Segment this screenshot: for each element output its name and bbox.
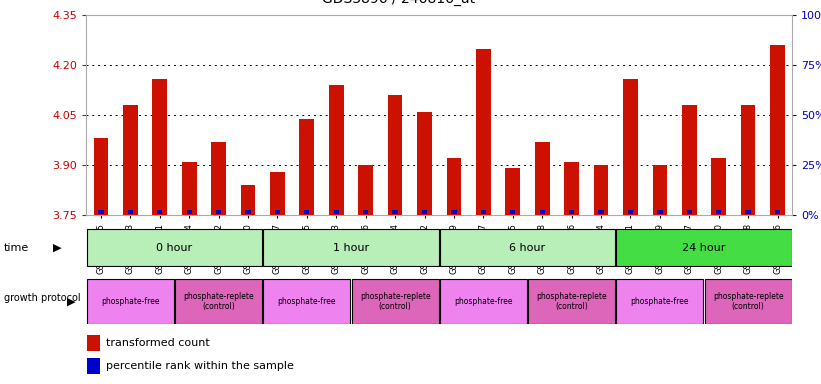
Bar xyxy=(128,210,133,214)
Bar xyxy=(392,210,397,214)
Bar xyxy=(216,210,221,214)
Bar xyxy=(153,79,167,215)
Bar xyxy=(440,229,615,266)
Bar xyxy=(686,210,692,214)
Bar xyxy=(123,105,138,215)
Bar xyxy=(452,210,456,214)
Bar xyxy=(245,210,250,214)
Text: phosphate-free: phosphate-free xyxy=(631,297,689,306)
Bar xyxy=(264,279,351,324)
Bar xyxy=(623,79,638,215)
Text: phosphate-replete
(control): phosphate-replete (control) xyxy=(536,292,607,311)
Bar xyxy=(741,105,755,215)
Bar xyxy=(270,172,285,215)
Text: ▶: ▶ xyxy=(67,296,76,306)
Bar xyxy=(186,210,192,214)
Bar xyxy=(264,229,438,266)
Bar xyxy=(704,279,791,324)
Bar xyxy=(351,279,438,324)
Bar xyxy=(617,229,791,266)
Bar xyxy=(534,142,549,215)
Bar xyxy=(716,210,722,214)
Text: phosphate-replete
(control): phosphate-replete (control) xyxy=(360,292,430,311)
Bar xyxy=(564,162,579,215)
Bar xyxy=(599,210,603,214)
Bar xyxy=(770,45,785,215)
Bar xyxy=(510,210,516,214)
Bar xyxy=(569,210,574,214)
Text: growth protocol: growth protocol xyxy=(4,293,80,303)
Bar xyxy=(775,210,780,214)
Text: GDS3896 / 246816_at: GDS3896 / 246816_at xyxy=(322,0,475,6)
Bar xyxy=(711,159,726,215)
Bar xyxy=(388,95,402,215)
Bar xyxy=(506,169,521,215)
Text: phosphate-replete
(control): phosphate-replete (control) xyxy=(713,292,783,311)
Text: 0 hour: 0 hour xyxy=(156,243,193,253)
Bar xyxy=(447,159,461,215)
Text: phosphate-free: phosphate-free xyxy=(454,297,512,306)
Bar xyxy=(481,210,486,214)
Bar xyxy=(157,210,163,214)
Bar xyxy=(476,49,491,215)
Text: 24 hour: 24 hour xyxy=(682,243,726,253)
Bar xyxy=(594,165,608,215)
Text: phosphate-free: phosphate-free xyxy=(277,297,336,306)
Text: ▶: ▶ xyxy=(53,243,62,253)
Bar xyxy=(87,335,99,351)
Bar xyxy=(87,279,174,324)
Bar xyxy=(333,210,339,214)
Bar xyxy=(241,185,255,215)
Bar xyxy=(528,279,615,324)
Bar xyxy=(305,210,310,214)
Bar xyxy=(87,229,262,266)
Bar xyxy=(175,279,262,324)
Bar xyxy=(94,139,108,215)
Bar xyxy=(422,210,427,214)
Bar xyxy=(99,210,103,214)
Bar xyxy=(745,210,750,214)
Bar xyxy=(617,279,704,324)
Bar xyxy=(358,165,373,215)
Bar xyxy=(539,210,545,214)
Bar xyxy=(275,210,280,214)
Text: transformed count: transformed count xyxy=(106,338,209,348)
Bar xyxy=(363,210,369,214)
Text: percentile rank within the sample: percentile rank within the sample xyxy=(106,361,294,371)
Text: time: time xyxy=(4,243,30,253)
Bar xyxy=(329,85,344,215)
Bar xyxy=(211,142,226,215)
Text: 6 hour: 6 hour xyxy=(509,243,546,253)
Bar xyxy=(181,162,196,215)
Text: phosphate-replete
(control): phosphate-replete (control) xyxy=(183,292,254,311)
Text: 1 hour: 1 hour xyxy=(333,243,369,253)
Bar xyxy=(682,105,697,215)
Bar xyxy=(628,210,633,214)
Text: phosphate-free: phosphate-free xyxy=(101,297,159,306)
Bar xyxy=(440,279,527,324)
Bar xyxy=(417,112,432,215)
Bar xyxy=(653,165,667,215)
Bar xyxy=(300,119,314,215)
Bar xyxy=(87,358,99,374)
Bar xyxy=(658,210,663,214)
